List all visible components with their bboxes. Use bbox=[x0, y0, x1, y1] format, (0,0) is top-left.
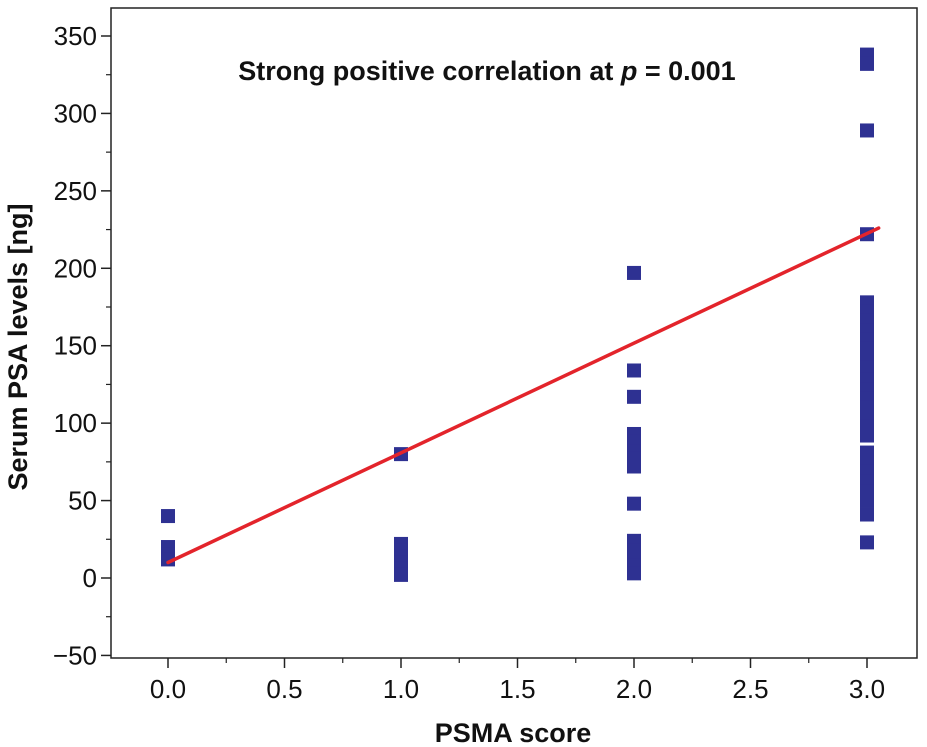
data-point bbox=[627, 265, 641, 280]
annotation: Strong positive correlation at p = 0.001 bbox=[238, 56, 735, 86]
data-point bbox=[394, 567, 408, 582]
fit-line-group bbox=[166, 226, 881, 565]
data-point bbox=[627, 496, 641, 511]
y-tick-label: 100 bbox=[54, 408, 97, 438]
data-point bbox=[860, 493, 874, 508]
data-point bbox=[627, 389, 641, 404]
y-axis-label: Serum PSA levels [ng] bbox=[3, 203, 33, 490]
x-axis-ticks: 0.0 0.5 1.0 1.5 2.0 2.5 3.0 bbox=[150, 658, 885, 704]
data-point bbox=[860, 360, 874, 375]
data-point bbox=[860, 123, 874, 138]
y-tick-label: 250 bbox=[54, 176, 97, 206]
data-point bbox=[627, 566, 641, 581]
data-point bbox=[860, 428, 874, 443]
y-tick-label: 50 bbox=[68, 486, 97, 516]
y-tick-label: 0 bbox=[83, 563, 97, 593]
x-tick-label: 3.0 bbox=[849, 674, 885, 704]
fit-line bbox=[166, 226, 881, 565]
y-tick-label: −50 bbox=[53, 640, 97, 670]
y-axis-ticks: −50 0 50 100 150 200 250 300 350 bbox=[53, 21, 111, 670]
data-point bbox=[860, 464, 874, 479]
data-point bbox=[860, 507, 874, 522]
x-axis-label: PSMA score bbox=[435, 718, 592, 747]
y-tick-label: 300 bbox=[54, 98, 97, 128]
y-tick-label: 200 bbox=[54, 253, 97, 283]
data-point bbox=[627, 363, 641, 378]
x-tick-label: 0.5 bbox=[266, 674, 302, 704]
data-point bbox=[161, 509, 175, 524]
data-point bbox=[860, 535, 874, 550]
x-tick-label: 0.0 bbox=[150, 674, 186, 704]
x-tick-label: 2.5 bbox=[732, 674, 768, 704]
data-point bbox=[161, 552, 175, 567]
plot-frame bbox=[110, 7, 918, 659]
x-tick-label: 2.0 bbox=[616, 674, 652, 704]
data-point bbox=[627, 459, 641, 474]
y-tick-label: 150 bbox=[54, 331, 97, 361]
x-tick-label: 1.0 bbox=[383, 674, 419, 704]
data-points bbox=[161, 47, 874, 582]
data-point bbox=[860, 56, 874, 71]
x-tick-label: 1.5 bbox=[499, 674, 535, 704]
y-tick-label: 350 bbox=[54, 21, 97, 51]
